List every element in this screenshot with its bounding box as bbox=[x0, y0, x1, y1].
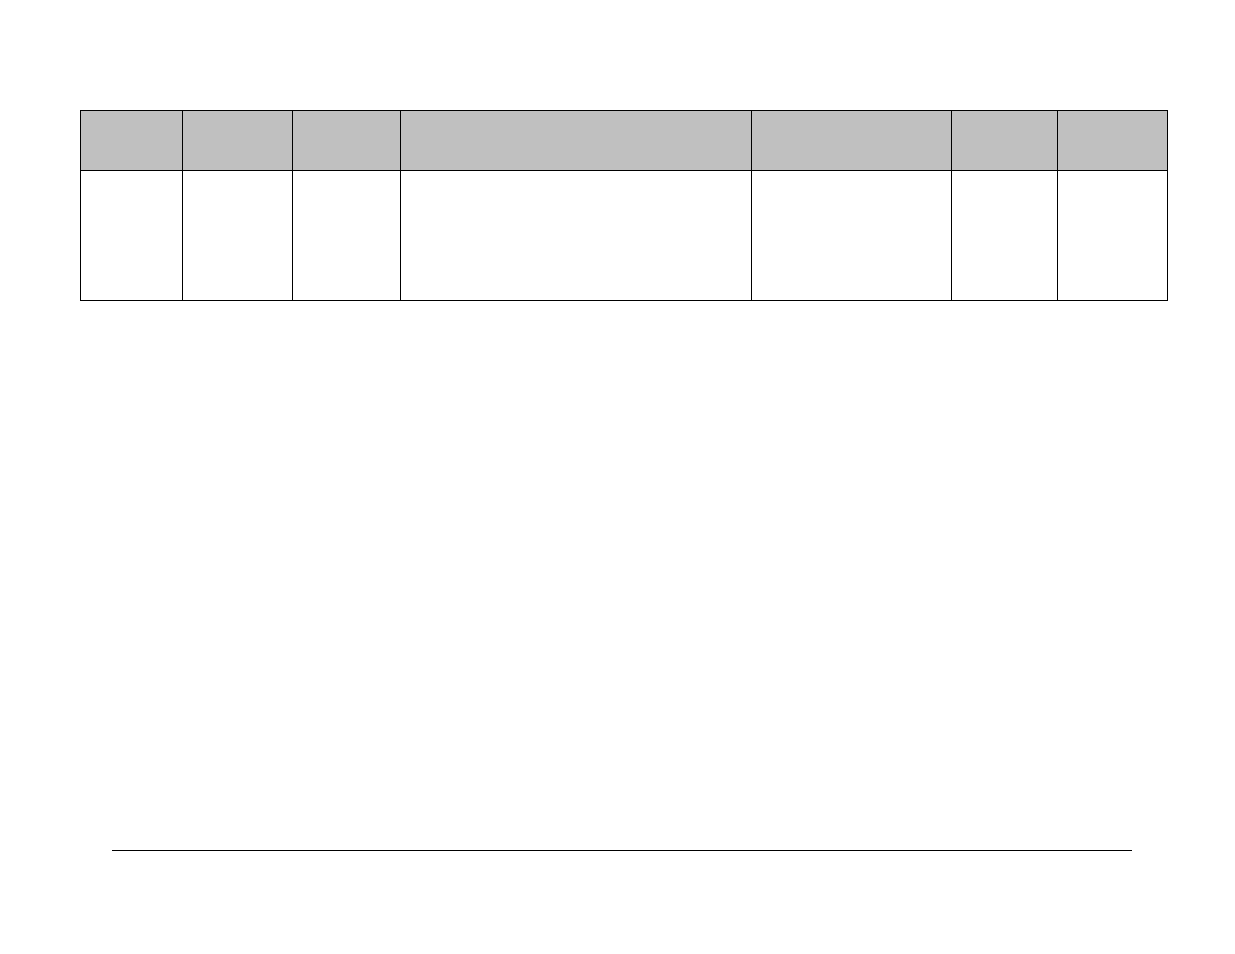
table-header-row bbox=[81, 111, 1168, 171]
table-container bbox=[80, 110, 1168, 301]
table-cell bbox=[81, 171, 183, 301]
table-header-cell bbox=[1058, 111, 1168, 171]
table-cell bbox=[292, 171, 400, 301]
table-cell bbox=[752, 171, 952, 301]
table-header-cell bbox=[400, 111, 752, 171]
table-header-cell bbox=[752, 111, 952, 171]
data-table bbox=[80, 110, 1168, 301]
table-cell bbox=[400, 171, 752, 301]
table-header-cell bbox=[952, 111, 1058, 171]
table-header-cell bbox=[292, 111, 400, 171]
table-cell bbox=[952, 171, 1058, 301]
table-row bbox=[81, 171, 1168, 301]
table-header-cell bbox=[81, 111, 183, 171]
table-cell bbox=[182, 171, 292, 301]
table-header-cell bbox=[182, 111, 292, 171]
horizontal-rule bbox=[112, 850, 1132, 851]
table-cell bbox=[1058, 171, 1168, 301]
